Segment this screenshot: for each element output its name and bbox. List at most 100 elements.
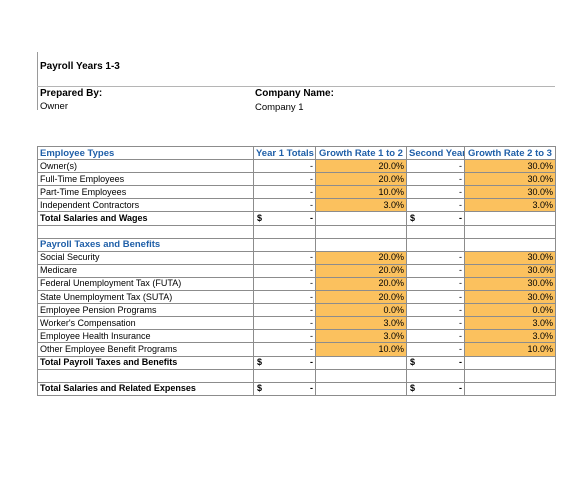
year2-cell[interactable]: -: [406, 276, 465, 292]
growth12-input[interactable]: 20.0%: [315, 263, 407, 278]
growth12-input[interactable]: 20.0%: [315, 276, 407, 292]
empty-cell[interactable]: [253, 237, 316, 252]
tax-row: Social Security -20.0% -30.0%: [37, 250, 556, 265]
growth12-input[interactable]: 20.0%: [315, 172, 407, 187]
col-header-growth12[interactable]: Growth Rate 1 to 2: [315, 145, 407, 161]
empty-cell[interactable]: [406, 368, 465, 383]
empty-cell[interactable]: [37, 368, 254, 383]
section-title[interactable]: Payroll Taxes and Benefits: [37, 237, 254, 252]
growth23-input[interactable]: 30.0%: [464, 250, 556, 265]
year2-cell[interactable]: -: [406, 290, 465, 305]
year1-cell[interactable]: -: [253, 250, 316, 265]
growth12-input[interactable]: 0.0%: [315, 303, 407, 318]
empty-cell[interactable]: [464, 211, 556, 226]
prepared-by-value[interactable]: Owner: [40, 101, 68, 112]
total-year2-cell[interactable]: $ -: [406, 211, 465, 226]
row-label[interactable]: Other Employee Benefit Programs: [37, 342, 254, 357]
row-label[interactable]: Social Security: [37, 250, 254, 265]
row-label[interactable]: Part-Time Employees: [37, 185, 254, 200]
row-label[interactable]: Worker's Compensation: [37, 316, 254, 331]
empty-cell[interactable]: [315, 224, 407, 239]
col-header-year1[interactable]: Year 1 Totals: [253, 145, 316, 161]
total-year1-cell[interactable]: $ -: [253, 381, 316, 396]
year2-cell[interactable]: -: [406, 263, 465, 278]
year1-cell[interactable]: -: [253, 329, 316, 344]
year2-cell[interactable]: -: [406, 198, 465, 213]
growth23-input[interactable]: 30.0%: [464, 276, 556, 292]
empty-cell[interactable]: [464, 355, 556, 370]
growth12-input[interactable]: 10.0%: [315, 342, 407, 357]
year1-cell[interactable]: -: [253, 290, 316, 305]
year1-cell[interactable]: -: [253, 185, 316, 200]
row-label[interactable]: Independent Contractors: [37, 198, 254, 213]
year2-cell[interactable]: -: [406, 250, 465, 265]
year2-cell[interactable]: -: [406, 159, 465, 174]
tax-row: State Unemployment Tax (SUTA) -20.0% -30.0…: [37, 290, 556, 305]
growth12-input[interactable]: 3.0%: [315, 198, 407, 213]
growth23-input[interactable]: 0.0%: [464, 303, 556, 318]
year1-cell[interactable]: -: [253, 342, 316, 357]
empty-cell[interactable]: [464, 368, 556, 383]
row-label[interactable]: Employee Pension Programs: [37, 303, 254, 318]
empty-cell[interactable]: [406, 237, 465, 252]
growth12-input[interactable]: 10.0%: [315, 185, 407, 200]
col-header-employee-types[interactable]: Employee Types: [37, 145, 254, 161]
year2-cell[interactable]: -: [406, 329, 465, 344]
empty-cell[interactable]: [315, 355, 407, 370]
row-label[interactable]: State Unemployment Tax (SUTA): [37, 290, 254, 305]
total-year1-cell[interactable]: $ -: [253, 355, 316, 370]
growth12-input[interactable]: 20.0%: [315, 159, 407, 174]
growth12-input[interactable]: 3.0%: [315, 329, 407, 344]
year1-cell[interactable]: -: [253, 198, 316, 213]
empty-cell[interactable]: [464, 381, 556, 396]
employee-row: Independent Contractors -3.0% -3.0%: [37, 198, 556, 213]
growth23-input[interactable]: 3.0%: [464, 198, 556, 213]
growth23-input[interactable]: 3.0%: [464, 316, 556, 331]
year1-cell[interactable]: -: [253, 276, 316, 292]
year2-cell[interactable]: -: [406, 316, 465, 331]
year1-cell[interactable]: -: [253, 303, 316, 318]
growth23-input[interactable]: 30.0%: [464, 290, 556, 305]
year1-cell[interactable]: -: [253, 172, 316, 187]
year1-cell[interactable]: -: [253, 263, 316, 278]
row-label[interactable]: Employee Health Insurance: [37, 329, 254, 344]
total-year1-cell[interactable]: $ -: [253, 211, 316, 226]
growth23-input[interactable]: 30.0%: [464, 159, 556, 174]
row-label[interactable]: Owner(s): [37, 159, 254, 174]
growth23-input[interactable]: 30.0%: [464, 172, 556, 187]
row-label[interactable]: Medicare: [37, 263, 254, 278]
empty-cell[interactable]: [315, 381, 407, 396]
growth12-input[interactable]: 20.0%: [315, 250, 407, 265]
growth12-input[interactable]: 20.0%: [315, 290, 407, 305]
growth12-input[interactable]: 3.0%: [315, 316, 407, 331]
empty-cell[interactable]: [315, 211, 407, 226]
growth23-input[interactable]: 30.0%: [464, 263, 556, 278]
row-label[interactable]: Full-Time Employees: [37, 172, 254, 187]
year2-cell[interactable]: -: [406, 303, 465, 318]
empty-cell[interactable]: [37, 224, 254, 239]
year1-cell[interactable]: -: [253, 159, 316, 174]
growth23-input[interactable]: 30.0%: [464, 185, 556, 200]
empty-cell[interactable]: [464, 237, 556, 252]
year1-cell[interactable]: -: [253, 316, 316, 331]
year2-cell[interactable]: -: [406, 185, 465, 200]
total-year2-cell[interactable]: $ -: [406, 355, 465, 370]
empty-cell[interactable]: [253, 368, 316, 383]
total-label[interactable]: Total Salaries and Related Expenses: [37, 381, 254, 396]
empty-cell[interactable]: [253, 224, 316, 239]
empty-cell[interactable]: [315, 368, 407, 383]
total-year2-cell[interactable]: $ -: [406, 381, 465, 396]
empty-cell[interactable]: [315, 237, 407, 252]
year2-cell[interactable]: -: [406, 172, 465, 187]
total-label[interactable]: Total Payroll Taxes and Benefits: [37, 355, 254, 370]
growth23-input[interactable]: 10.0%: [464, 342, 556, 357]
col-header-growth23[interactable]: Growth Rate 2 to 3: [464, 145, 556, 161]
col-header-year2[interactable]: Second Year: [406, 145, 465, 161]
empty-cell[interactable]: [406, 224, 465, 239]
row-label[interactable]: Federal Unemployment Tax (FUTA): [37, 276, 254, 292]
empty-cell[interactable]: [464, 224, 556, 239]
growth23-input[interactable]: 3.0%: [464, 329, 556, 344]
year2-cell[interactable]: -: [406, 342, 465, 357]
company-name-value[interactable]: Company 1: [255, 102, 304, 113]
total-label[interactable]: Total Salaries and Wages: [37, 211, 254, 226]
